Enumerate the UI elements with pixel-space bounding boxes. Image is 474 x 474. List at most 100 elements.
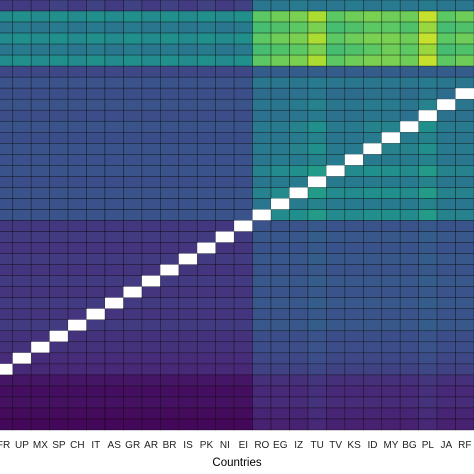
heatmap-cell xyxy=(252,98,272,111)
heatmap-cell xyxy=(381,407,401,420)
heatmap-cell xyxy=(67,341,87,354)
heatmap-cell xyxy=(215,109,235,122)
heatmap-cell xyxy=(104,374,124,387)
heatmap-cell xyxy=(160,319,180,332)
heatmap-cell xyxy=(86,297,106,310)
heatmap-cell xyxy=(270,286,290,299)
heatmap-cell xyxy=(362,209,383,221)
heatmap-cell xyxy=(436,132,456,144)
heatmap-cell xyxy=(123,352,143,365)
heatmap-cell xyxy=(326,253,346,265)
heatmap-cell xyxy=(289,21,309,34)
heatmap-cell xyxy=(381,231,401,243)
heatmap-cell xyxy=(418,264,438,276)
heatmap-cell xyxy=(289,154,309,166)
heatmap-cell xyxy=(270,165,290,177)
heatmap-cell xyxy=(67,176,87,188)
heatmap-cell xyxy=(436,32,456,45)
heatmap-cell xyxy=(344,385,364,398)
heatmap-cell xyxy=(196,10,217,23)
heatmap-cell xyxy=(215,253,235,265)
heatmap-cell xyxy=(307,220,327,232)
heatmap-cell xyxy=(49,341,69,354)
heatmap-cell xyxy=(252,87,272,100)
heatmap-cell xyxy=(362,264,383,276)
heatmap-cell xyxy=(215,10,235,23)
heatmap-cell xyxy=(141,330,161,343)
heatmap-cell xyxy=(252,154,272,166)
heatmap-cell xyxy=(381,275,401,287)
heatmap-cell xyxy=(67,98,87,111)
heatmap-cell xyxy=(307,198,327,210)
heatmap-cell xyxy=(307,330,327,343)
heatmap-cell xyxy=(399,297,419,310)
heatmap-cell xyxy=(178,319,198,332)
heatmap-cell xyxy=(344,308,364,321)
heatmap-cell xyxy=(141,198,161,210)
heatmap-cell xyxy=(362,253,383,265)
heatmap-cell xyxy=(141,242,161,254)
x-tick-label: UP xyxy=(15,440,29,451)
heatmap-cell xyxy=(104,220,124,232)
heatmap-cell xyxy=(399,330,419,343)
heatmap-cell xyxy=(399,242,419,254)
heatmap-cell xyxy=(160,308,180,321)
heatmap-cell xyxy=(12,363,32,376)
heatmap-cell xyxy=(307,10,327,23)
heatmap-cell xyxy=(67,154,87,166)
heatmap-cell xyxy=(455,165,474,177)
heatmap-cell xyxy=(233,209,253,221)
heatmap-cell xyxy=(362,65,383,78)
heatmap-cell xyxy=(362,132,383,144)
heatmap-cell xyxy=(233,187,253,199)
heatmap-cell xyxy=(0,43,14,56)
heatmap-cell xyxy=(141,418,161,431)
heatmap-cell xyxy=(307,65,327,78)
heatmap-cell xyxy=(399,0,419,12)
heatmap-cell xyxy=(67,120,87,133)
heatmap-cell xyxy=(160,374,180,387)
heatmap-cell xyxy=(196,165,217,177)
diagonal-cell xyxy=(455,88,474,100)
heatmap-cell xyxy=(0,87,14,100)
heatmap-cell xyxy=(12,418,32,431)
heatmap-cell xyxy=(326,407,346,420)
heatmap-cell xyxy=(160,21,180,34)
heatmap-cell xyxy=(326,242,346,254)
heatmap-cell xyxy=(307,76,327,89)
heatmap-cell xyxy=(252,363,272,376)
heatmap-cell xyxy=(178,264,198,276)
heatmap-cell xyxy=(344,407,364,420)
heatmap-cell xyxy=(455,209,474,221)
heatmap-cell xyxy=(196,43,217,56)
heatmap-cell xyxy=(215,165,235,177)
heatmap-cell xyxy=(12,187,32,199)
heatmap-cell xyxy=(399,198,419,210)
heatmap-cell xyxy=(123,396,143,409)
heatmap-cell xyxy=(362,109,383,122)
heatmap-cell xyxy=(289,87,309,100)
heatmap-cell xyxy=(326,352,346,365)
heatmap-cell xyxy=(86,231,106,243)
heatmap-cell xyxy=(30,87,50,100)
heatmap-cell xyxy=(178,43,198,56)
heatmap-cell xyxy=(12,154,32,166)
heatmap-cell xyxy=(362,176,383,188)
heatmap-cell xyxy=(141,0,161,12)
heatmap-cell xyxy=(307,396,327,409)
heatmap-cell xyxy=(104,330,124,343)
heatmap-cell xyxy=(418,297,438,310)
heatmap-cell xyxy=(326,10,346,23)
heatmap-cell xyxy=(344,286,364,299)
heatmap-cell xyxy=(196,154,217,166)
heatmap-cell xyxy=(141,385,161,398)
heatmap-cell xyxy=(86,330,106,343)
heatmap-cell xyxy=(362,54,383,67)
diagonal-cell xyxy=(418,110,438,122)
heatmap-cell xyxy=(12,308,32,321)
heatmap-cell xyxy=(270,275,290,287)
heatmap-cell xyxy=(12,54,32,67)
heatmap-cell xyxy=(86,363,106,376)
heatmap-cell xyxy=(0,220,14,232)
heatmap-cell xyxy=(344,132,364,144)
